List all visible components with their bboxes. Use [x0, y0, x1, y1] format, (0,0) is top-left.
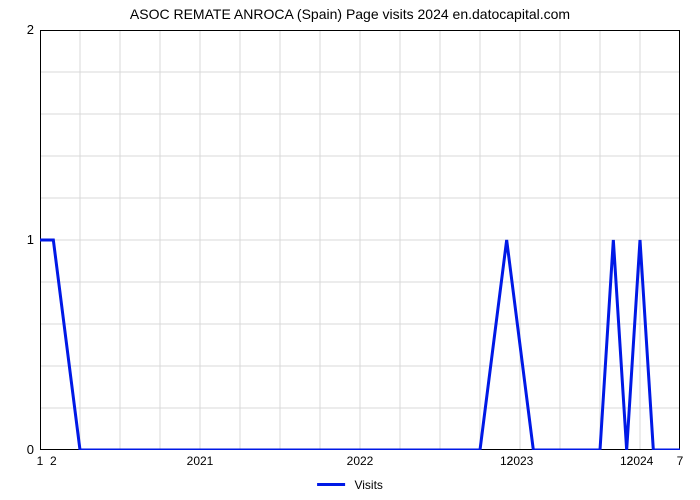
legend: Visits — [317, 477, 383, 492]
x-tick-label: 1 — [37, 454, 44, 468]
x-tick-label: 2 — [50, 454, 57, 468]
x-tick-label: 2024 — [627, 454, 654, 468]
plot-area — [40, 30, 680, 450]
x-tick-label: 2021 — [187, 454, 214, 468]
chart-title: ASOC REMATE ANROCA (Spain) Page visits 2… — [0, 6, 700, 22]
y-tick-label: 2 — [27, 22, 34, 37]
x-tick-label: 2023 — [507, 454, 534, 468]
legend-label: Visits — [354, 478, 382, 492]
y-tick-label: 1 — [27, 232, 34, 247]
chart-svg — [40, 30, 680, 450]
y-tick-label: 0 — [27, 442, 34, 457]
x-tick-label: 2022 — [347, 454, 374, 468]
legend-swatch — [317, 483, 345, 486]
x-tick-label: 7 — [677, 454, 684, 468]
